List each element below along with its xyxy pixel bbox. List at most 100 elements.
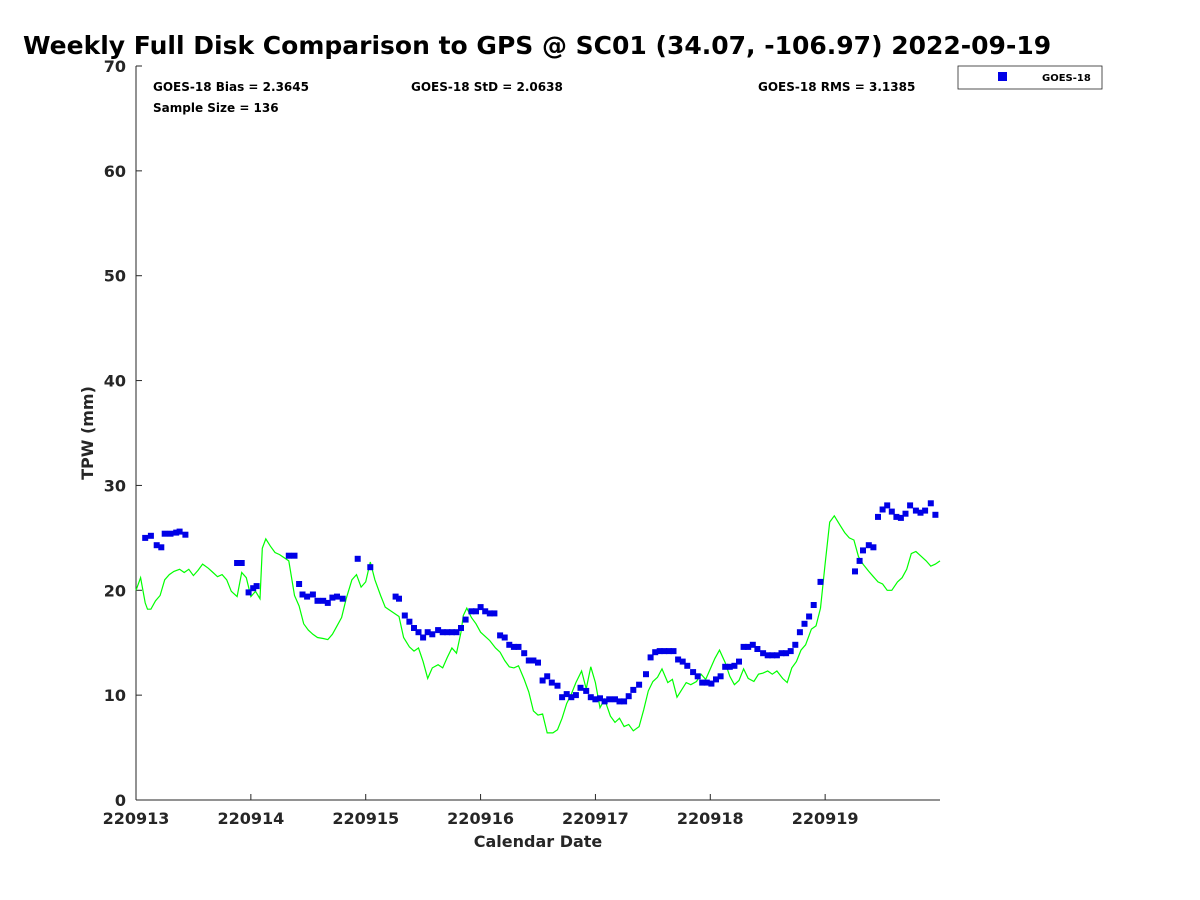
- goes18-point: [435, 627, 442, 634]
- goes18-point: [856, 557, 863, 564]
- goes18-point: [448, 629, 455, 636]
- goes18-point: [722, 663, 729, 670]
- goes18-point: [158, 544, 165, 551]
- goes18-point: [760, 650, 767, 657]
- goes18-point: [506, 641, 513, 648]
- goes18-point: [462, 616, 469, 623]
- goes18-point: [922, 507, 929, 514]
- y-tick-label: 50: [104, 267, 126, 286]
- goes18-point: [153, 542, 160, 549]
- x-tick-label: 220916: [447, 809, 514, 828]
- goes18-point: [736, 658, 742, 665]
- goes18-point: [296, 581, 303, 587]
- goes18-point: [142, 534, 149, 541]
- goes18-point: [396, 595, 402, 602]
- goes18-point: [884, 502, 891, 509]
- goes18-point: [787, 648, 794, 655]
- x-tick-label: 220913: [103, 809, 170, 828]
- goes18-point: [253, 583, 260, 590]
- goes18-point: [583, 687, 590, 694]
- goes18-point: [817, 578, 824, 585]
- x-tick-label: 220919: [792, 809, 859, 828]
- goes18-point: [320, 597, 327, 604]
- goes18-point: [801, 620, 808, 627]
- goes18-point: [754, 646, 761, 652]
- goes18-point: [670, 648, 677, 655]
- goes18-point: [544, 673, 551, 680]
- goes18-point: [424, 629, 431, 636]
- goes18-point: [411, 625, 417, 631]
- goes18-point: [636, 681, 643, 688]
- gps-line-series: [135, 514, 941, 734]
- x-tick-label: 220914: [217, 809, 284, 828]
- goes18-point: [234, 560, 241, 566]
- x-tick-label: 220918: [677, 809, 744, 828]
- y-axis-ticks: 0 10 20 30 40 50 60 70: [104, 57, 142, 810]
- goes18-point: [661, 648, 668, 655]
- goes18-point: [745, 643, 752, 650]
- y-tick-label: 30: [104, 476, 126, 495]
- x-tick-label: 220917: [562, 809, 629, 828]
- goes18-point: [679, 658, 686, 665]
- goes18-point: [612, 696, 618, 703]
- goes18-point: [630, 686, 637, 693]
- goes18-point: [173, 529, 180, 536]
- plot-frame: [136, 66, 940, 800]
- goes18-point: [429, 631, 436, 638]
- goes18-point: [535, 659, 541, 666]
- goes18-point: [592, 696, 599, 703]
- goes18-point: [917, 509, 924, 516]
- goes18-point: [250, 585, 257, 592]
- goes18-point: [684, 662, 691, 669]
- y-tick-label: 40: [104, 372, 126, 391]
- x-axis-label: Calendar Date: [474, 832, 603, 851]
- goes18-point: [486, 610, 493, 617]
- goes18-point: [912, 507, 919, 514]
- goes18-point: [625, 693, 632, 700]
- x-axis-ticks: 220913 220914 220915 220916 220917 220918 2209…: [103, 794, 859, 828]
- goes18-point: [304, 593, 311, 600]
- goes18-point: [491, 610, 498, 617]
- legend-label-goes18: GOES-18: [1042, 73, 1091, 84]
- y-tick-label: 60: [104, 162, 126, 181]
- goes18-point: [907, 502, 914, 509]
- goes18-point: [597, 695, 603, 702]
- goes18-point: [769, 652, 776, 659]
- legend-box: [957, 65, 1103, 90]
- goes18-point: [656, 648, 663, 655]
- goes18-point: [314, 597, 321, 604]
- goes18-point: [796, 629, 803, 636]
- goes18-point: [778, 650, 785, 657]
- goes18-point: [559, 694, 566, 701]
- goes18-point: [773, 652, 780, 659]
- std-stat: GOES-18 StD = 2.0638: [411, 80, 563, 94]
- goes18-point: [525, 657, 532, 664]
- goes18-point: [521, 650, 528, 657]
- goes18-point: [548, 679, 555, 686]
- goes18-point: [879, 506, 886, 513]
- goes18-point: [870, 544, 877, 551]
- goes18-point: [621, 698, 628, 705]
- goes18-point: [477, 604, 484, 611]
- goes18-point: [927, 500, 934, 507]
- goes18-point: [329, 594, 336, 601]
- goes18-point: [420, 634, 427, 641]
- goes18-point: [444, 629, 451, 636]
- goes18-point: [339, 595, 346, 602]
- goes18-point: [606, 696, 613, 703]
- goes18-point: [473, 608, 479, 615]
- goes18-point: [245, 589, 252, 596]
- goes18-point: [147, 532, 154, 539]
- y-tick-label: 0: [115, 791, 126, 810]
- sample-size-stat: Sample Size = 136: [153, 101, 279, 115]
- goes18-point: [439, 629, 446, 636]
- goes18-point: [167, 530, 174, 537]
- goes18-point: [783, 650, 790, 657]
- goes18-point: [902, 510, 909, 517]
- goes18-point: [893, 513, 900, 520]
- goes18-point: [643, 671, 649, 678]
- goes18-point: [299, 591, 306, 598]
- goes18-point: [577, 684, 584, 691]
- goes18-point: [932, 511, 939, 518]
- goes18-point: [740, 643, 747, 650]
